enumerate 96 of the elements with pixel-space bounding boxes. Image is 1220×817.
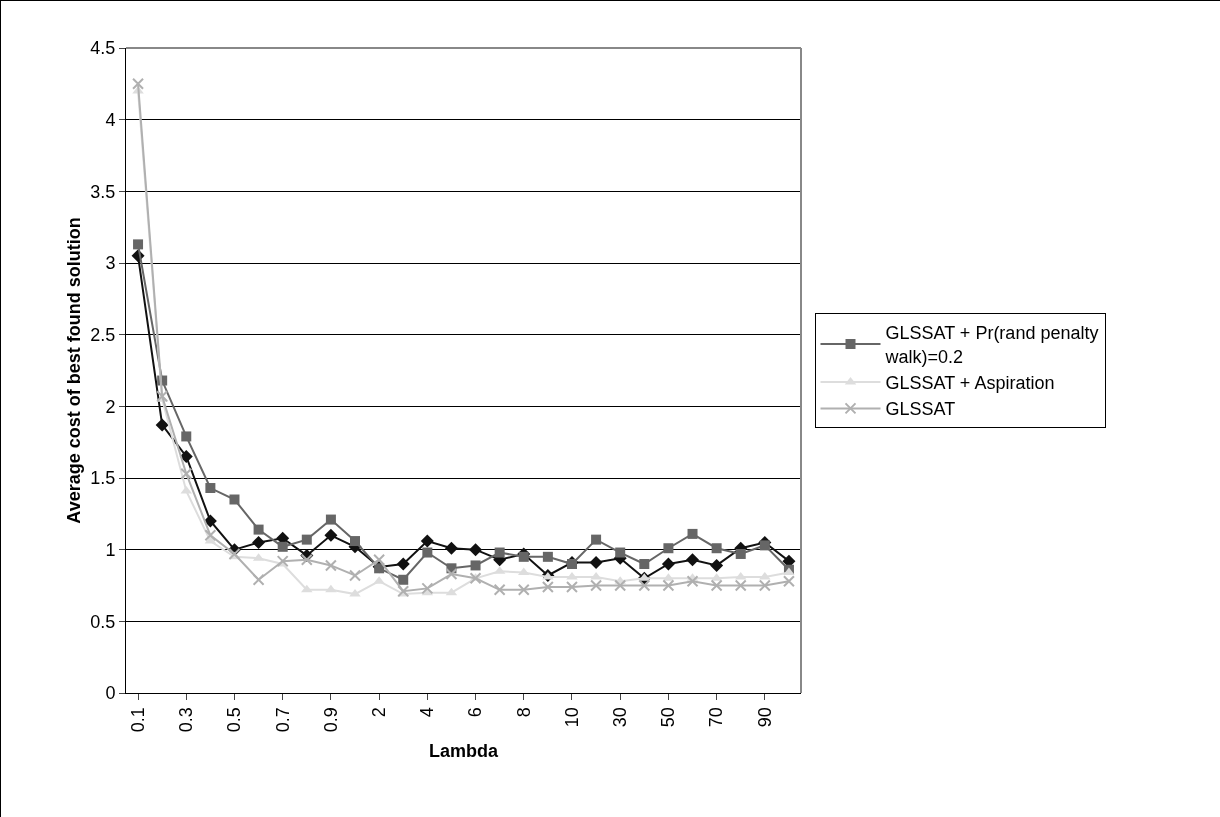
point xyxy=(591,534,602,545)
y-tick-label: 3.5 xyxy=(90,181,116,202)
point xyxy=(228,547,241,560)
point xyxy=(469,572,482,585)
point xyxy=(517,583,530,596)
point xyxy=(782,575,795,588)
point xyxy=(686,553,700,567)
point xyxy=(639,559,650,569)
y-tick-label: 1 xyxy=(105,539,116,560)
point xyxy=(422,547,433,558)
point xyxy=(277,541,288,552)
point xyxy=(444,541,458,555)
point xyxy=(614,579,627,592)
point xyxy=(252,536,266,549)
point xyxy=(494,547,505,558)
point xyxy=(565,580,578,593)
y-tick-label: 0 xyxy=(105,683,116,704)
point xyxy=(590,579,603,592)
point xyxy=(156,390,169,403)
point xyxy=(589,556,603,570)
x-tick-label: 0.1 xyxy=(127,707,148,733)
y-tick-label: 0.5 xyxy=(90,611,116,632)
x-axis-title: Lambda xyxy=(428,741,499,761)
point xyxy=(350,536,361,547)
point xyxy=(662,579,675,592)
y-tick-label: 4.5 xyxy=(90,38,116,59)
point xyxy=(204,529,217,542)
x-tick-label: 8 xyxy=(513,707,534,718)
point xyxy=(253,524,264,535)
point xyxy=(541,580,554,593)
point xyxy=(373,553,386,566)
point xyxy=(445,568,458,581)
legend-label: GLSSAT xyxy=(885,399,956,420)
point xyxy=(397,585,410,598)
x-tick-label: 0.5 xyxy=(224,707,245,733)
point xyxy=(252,573,265,586)
point xyxy=(181,431,192,442)
point xyxy=(710,558,724,572)
point xyxy=(349,569,362,582)
point xyxy=(663,543,674,554)
point xyxy=(758,579,771,592)
x-tick-label: 0.9 xyxy=(320,707,341,733)
point xyxy=(396,557,410,571)
point xyxy=(420,534,434,548)
point xyxy=(710,579,723,592)
point xyxy=(203,514,217,528)
point xyxy=(325,584,337,593)
point xyxy=(300,553,313,566)
point xyxy=(398,574,409,585)
x-tick-label: 70 xyxy=(706,707,727,728)
point xyxy=(276,555,289,568)
point xyxy=(687,528,698,539)
x-tick-label: 30 xyxy=(610,707,631,728)
point xyxy=(421,582,434,595)
point xyxy=(132,77,145,90)
x-tick-label: 6 xyxy=(465,707,486,718)
point xyxy=(518,567,530,576)
point xyxy=(301,584,313,593)
point xyxy=(229,494,240,505)
point xyxy=(711,543,722,554)
y-tick-label: 4 xyxy=(105,109,116,130)
point xyxy=(325,514,336,525)
point xyxy=(638,579,651,592)
point xyxy=(133,239,144,250)
point xyxy=(735,548,746,559)
point xyxy=(518,551,529,562)
point xyxy=(734,579,747,592)
y-axis-title: Average cost of best found solution xyxy=(64,217,84,524)
point xyxy=(324,559,337,572)
x-tick-label: 50 xyxy=(658,707,679,728)
x-tick-label: 0.3 xyxy=(176,707,197,733)
point xyxy=(179,450,193,463)
point xyxy=(759,540,770,551)
point xyxy=(661,557,675,571)
point xyxy=(615,547,626,558)
legend-label: GLSSAT + Pr(rand penalty walk)=0.2 xyxy=(884,323,1099,367)
point xyxy=(470,560,481,571)
point xyxy=(469,543,483,557)
x-tick-label: 10 xyxy=(561,707,582,728)
point xyxy=(180,467,193,480)
x-tick-label: 2 xyxy=(368,707,389,718)
point xyxy=(205,483,216,494)
y-tick-label: 1.5 xyxy=(90,468,116,489)
y-tick-label: 2.5 xyxy=(90,324,116,345)
y-tick-label: 2 xyxy=(105,396,116,417)
x-tick-label: 90 xyxy=(754,707,775,728)
y-tick-label: 3 xyxy=(105,253,116,274)
legend-label: GLSSAT + Aspiration xyxy=(885,373,1055,394)
point xyxy=(493,583,506,596)
point xyxy=(155,418,169,432)
point xyxy=(542,551,553,562)
point xyxy=(686,575,699,588)
point xyxy=(301,534,312,545)
x-tick-label: 4 xyxy=(417,707,438,718)
point xyxy=(324,528,338,542)
x-tick-label: 0.7 xyxy=(272,707,293,733)
